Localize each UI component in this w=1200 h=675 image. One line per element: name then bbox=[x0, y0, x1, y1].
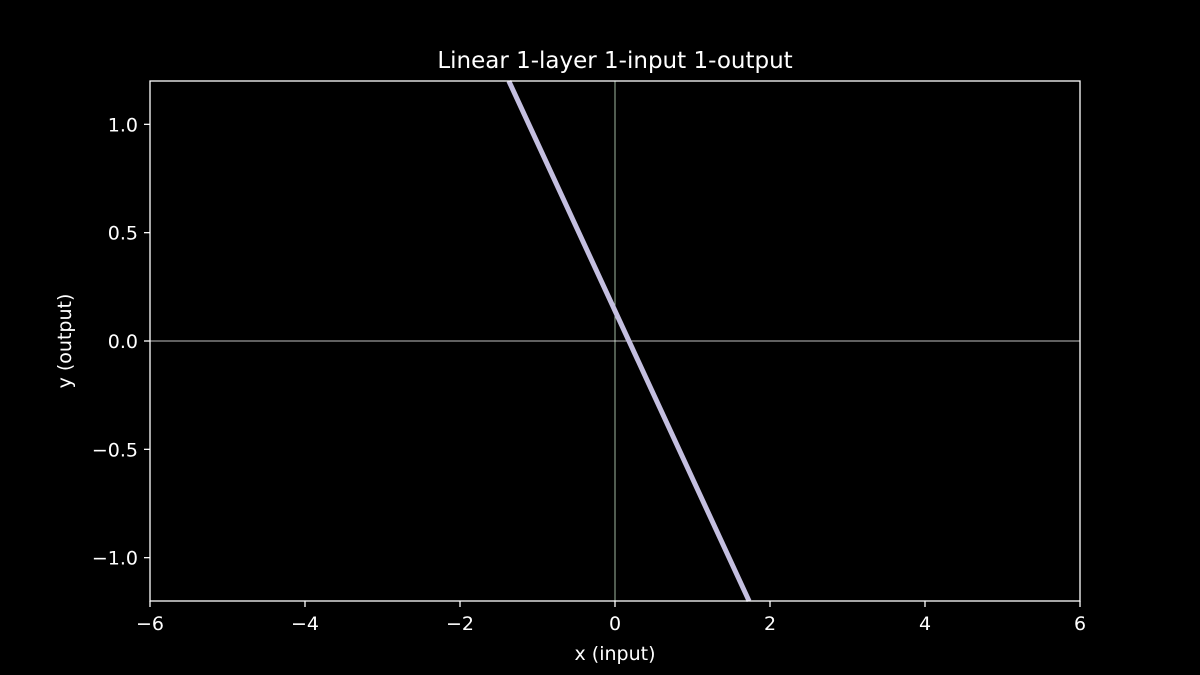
y-tick-label: −1.0 bbox=[92, 548, 138, 570]
plot-area bbox=[149, 79, 1081, 603]
x-axis: −6 −4 −2 0 2 4 6 bbox=[136, 601, 1086, 635]
x-tick-label: 6 bbox=[1074, 613, 1086, 635]
x-tick-label: 2 bbox=[764, 613, 776, 635]
series-line-0 bbox=[506, 79, 752, 603]
x-tick-label: 0 bbox=[609, 613, 621, 635]
x-tick-label: −4 bbox=[291, 613, 319, 635]
y-tick-label: 0.5 bbox=[108, 223, 138, 245]
x-tick-label: 4 bbox=[919, 613, 931, 635]
y-tick-label: 1.0 bbox=[108, 114, 138, 136]
y-tick-label: −0.5 bbox=[92, 439, 138, 461]
x-tick-label: −2 bbox=[446, 613, 474, 635]
x-tick-label: −6 bbox=[136, 613, 164, 635]
y-axis-label: y (output) bbox=[54, 294, 76, 389]
y-axis: −1.0 −0.5 0.0 0.5 1.0 bbox=[92, 114, 150, 570]
series-layer bbox=[506, 79, 752, 603]
chart-title: Linear 1-layer 1-input 1-output bbox=[437, 48, 792, 74]
x-axis-label: x (input) bbox=[575, 643, 656, 665]
y-tick-label: 0.0 bbox=[108, 331, 138, 353]
